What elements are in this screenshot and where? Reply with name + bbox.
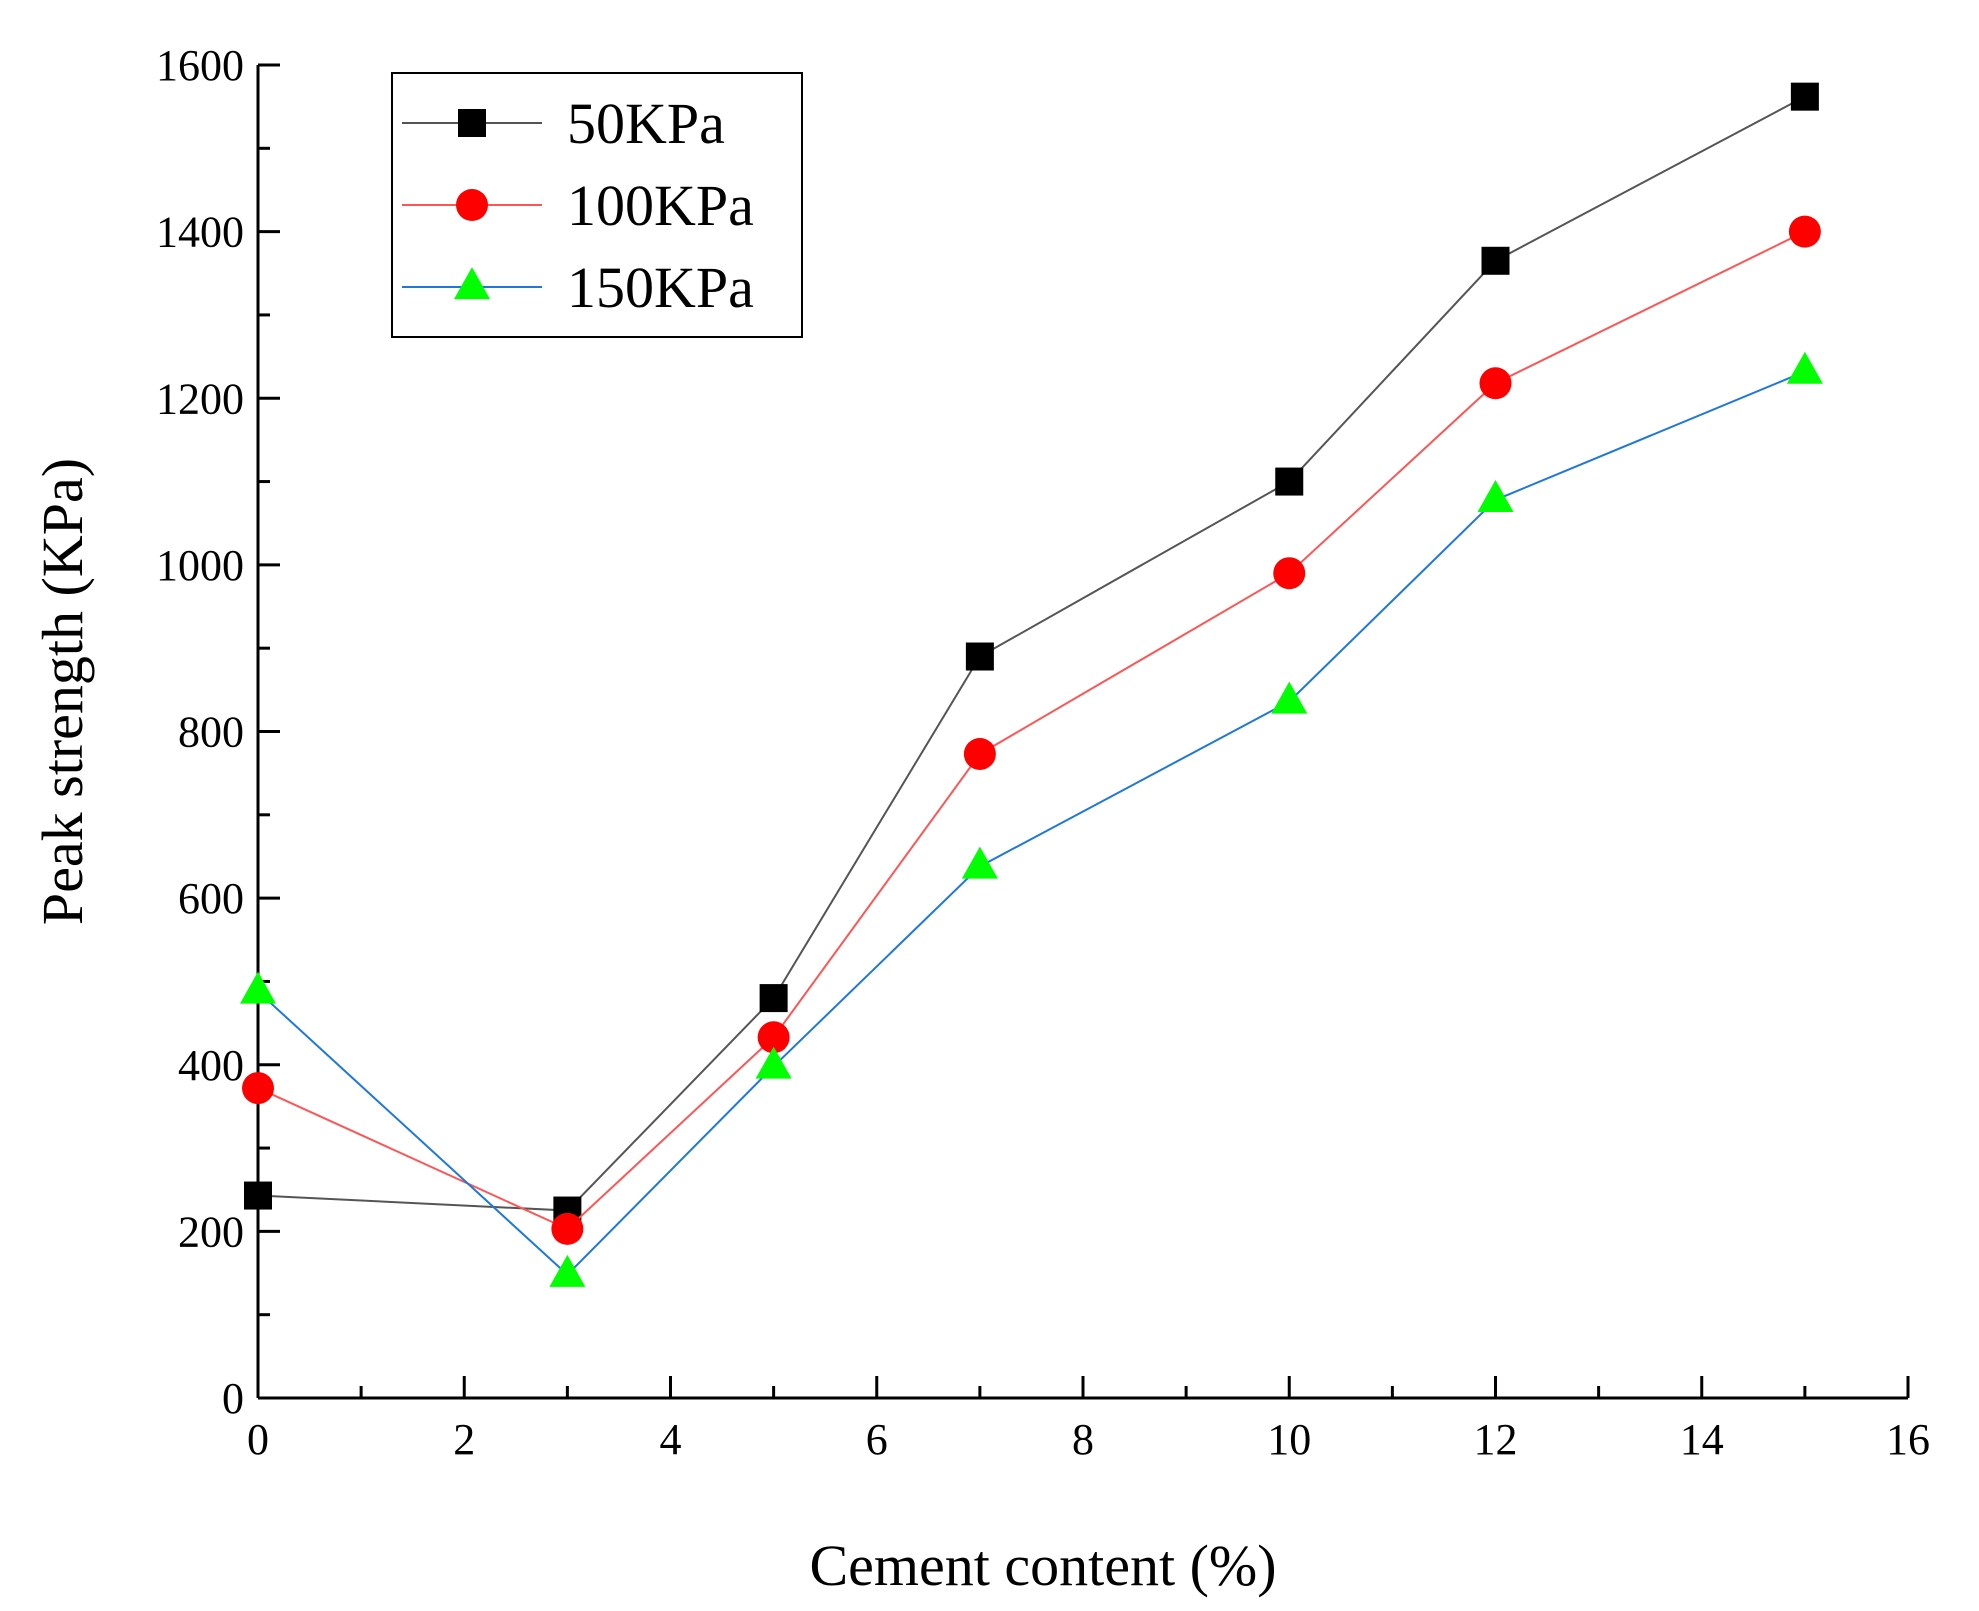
data-point [244, 1181, 272, 1210]
x-tick-label: 14 [1680, 1415, 1724, 1464]
y-tick-label: 600 [178, 874, 244, 923]
series-line [257, 370, 1806, 1277]
x-tick-label: 12 [1474, 1415, 1518, 1464]
data-point [240, 971, 276, 1004]
x-tick-label: 16 [1886, 1415, 1930, 1464]
series-100KPa [242, 215, 1821, 1245]
legend-item: 100KPa [402, 173, 754, 238]
x-tick-label: 10 [1267, 1415, 1311, 1464]
y-tick-label: 1000 [156, 541, 244, 590]
x-tick-label: 6 [866, 1415, 888, 1464]
legend-item: 150KPa [402, 255, 754, 320]
legend-item: 50KPa [402, 91, 725, 156]
legend: 50KPa 100KPa 150KPa [391, 72, 803, 338]
legend-label: 150KPa [567, 255, 754, 320]
data-point [1271, 681, 1308, 714]
data-point [1481, 246, 1510, 275]
y-tick-label: 1200 [156, 374, 244, 423]
y-tick-label: 1400 [156, 208, 244, 257]
legend-marker [456, 189, 488, 221]
legend-label: 100KPa [567, 173, 754, 238]
data-point [1477, 480, 1514, 513]
data-point [759, 984, 788, 1013]
series-line [257, 230, 1806, 1231]
data-point [1786, 351, 1823, 384]
data-point [755, 1046, 792, 1079]
data-point [965, 642, 994, 671]
x-axis-title: Cement content (%) [809, 1533, 1276, 1598]
legend-label: 50KPa [567, 91, 725, 156]
data-point [242, 1072, 274, 1105]
data-point [551, 1212, 584, 1245]
y-axis-title: Peak strength (KPa) [30, 458, 95, 925]
y-axis: 0 200 400 600 800 1000 1200 1400 1600 [156, 41, 280, 1423]
legend-marker [454, 267, 490, 300]
data-point [1479, 367, 1512, 400]
y-tick-label: 800 [178, 708, 244, 757]
series-150KPa [240, 351, 1823, 1287]
data-point [1790, 82, 1819, 111]
data-point [1273, 557, 1306, 590]
x-tick-label: 0 [247, 1415, 269, 1464]
data-point [963, 737, 996, 770]
data-point [549, 1254, 586, 1287]
y-tick-label: 0 [222, 1374, 244, 1423]
y-tick-label: 1600 [156, 41, 244, 90]
data-point [1788, 215, 1821, 248]
y-tick-label: 200 [178, 1207, 244, 1256]
x-axis: 0 2 4 6 8 10 12 14 16 [247, 1376, 1930, 1464]
y-tick-label: 400 [178, 1041, 244, 1090]
x-tick-label: 4 [660, 1415, 682, 1464]
series-layer [240, 82, 1823, 1287]
x-tick-label: 8 [1072, 1415, 1094, 1464]
x-tick-label: 2 [453, 1415, 475, 1464]
data-point [757, 1021, 790, 1054]
data-point [961, 846, 998, 879]
data-point [1275, 467, 1304, 496]
legend-marker [458, 109, 486, 137]
